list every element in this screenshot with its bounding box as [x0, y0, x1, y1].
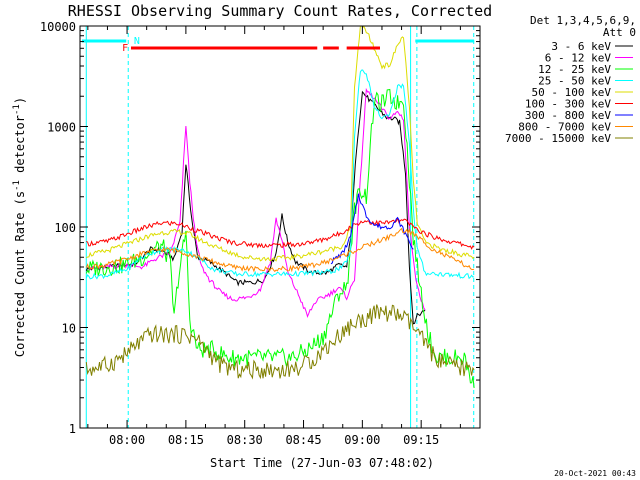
x-axis-label: Start Time (27-Jun-03 07:48:02)	[210, 456, 434, 470]
y-tick-label-4: 10000	[40, 20, 76, 34]
y-tick-label-2: 100	[54, 221, 76, 235]
series-line-4	[86, 25, 475, 262]
chart-title: RHESSI Observing Summary Count Rates, Co…	[68, 2, 492, 20]
series-line-1	[86, 87, 426, 319]
series-line-5	[86, 217, 475, 250]
legend-header-line-1: Det 1,3,4,5,6,9,	[530, 14, 636, 27]
y-label-part-1: Corrected Count Rate (s	[13, 191, 27, 357]
y-label-part-3: )	[13, 97, 27, 104]
y-label-exponent-2: -1	[12, 104, 22, 115]
y-tick-label-0: 1	[69, 422, 76, 436]
series-line-8	[85, 304, 475, 380]
y-label-exponent-1: -1	[12, 180, 22, 191]
x-tick-label-1: 08:15	[168, 433, 204, 447]
legend-label-0: 3 - 6 keV	[551, 40, 611, 53]
x-tick-label-3: 08:45	[285, 433, 321, 447]
legend-label-2: 12 - 25 keV	[538, 63, 611, 76]
flag-label-n: N	[134, 36, 140, 47]
legend-label-6: 300 - 800 keV	[525, 109, 611, 122]
legend-label-5: 100 - 300 keV	[525, 98, 611, 111]
x-tick-label-5: 09:15	[403, 433, 439, 447]
series-line-0	[85, 90, 426, 325]
axes: 08:00 08:15 08:30 08:45 09:00 09:15 1 10 100 1000…	[40, 20, 480, 447]
legend-header-line-2: Att 0	[603, 26, 636, 39]
legend-label-4: 50 - 100 keV	[532, 86, 612, 99]
footer-date: 20-Oct-2021 00:43	[554, 469, 636, 478]
x-tick-label-2: 08:30	[227, 433, 263, 447]
x-tick-label-4: 09:00	[344, 433, 380, 447]
flag-label-f: F	[122, 43, 128, 54]
legend-label-3: 25 - 50 keV	[538, 75, 611, 88]
plot-area: FN	[81, 25, 475, 428]
y-tick-label-1: 10	[62, 322, 76, 336]
legend-label-7: 800 - 7000 keV	[518, 121, 611, 134]
legend-label-1: 6 - 12 keV	[545, 52, 612, 65]
legend-label-8: 7000 - 15000 keV	[505, 132, 611, 145]
y-label-part-2: detector	[13, 115, 27, 180]
y-axis-label: Corrected Count Rate (s-1 detector-1)	[12, 97, 27, 357]
y-tick-label-3: 1000	[47, 121, 76, 135]
series-line-3	[85, 69, 475, 280]
series-line-6	[330, 193, 414, 265]
x-tick-label-0: 08:00	[109, 433, 145, 447]
series-line-7	[85, 227, 475, 273]
